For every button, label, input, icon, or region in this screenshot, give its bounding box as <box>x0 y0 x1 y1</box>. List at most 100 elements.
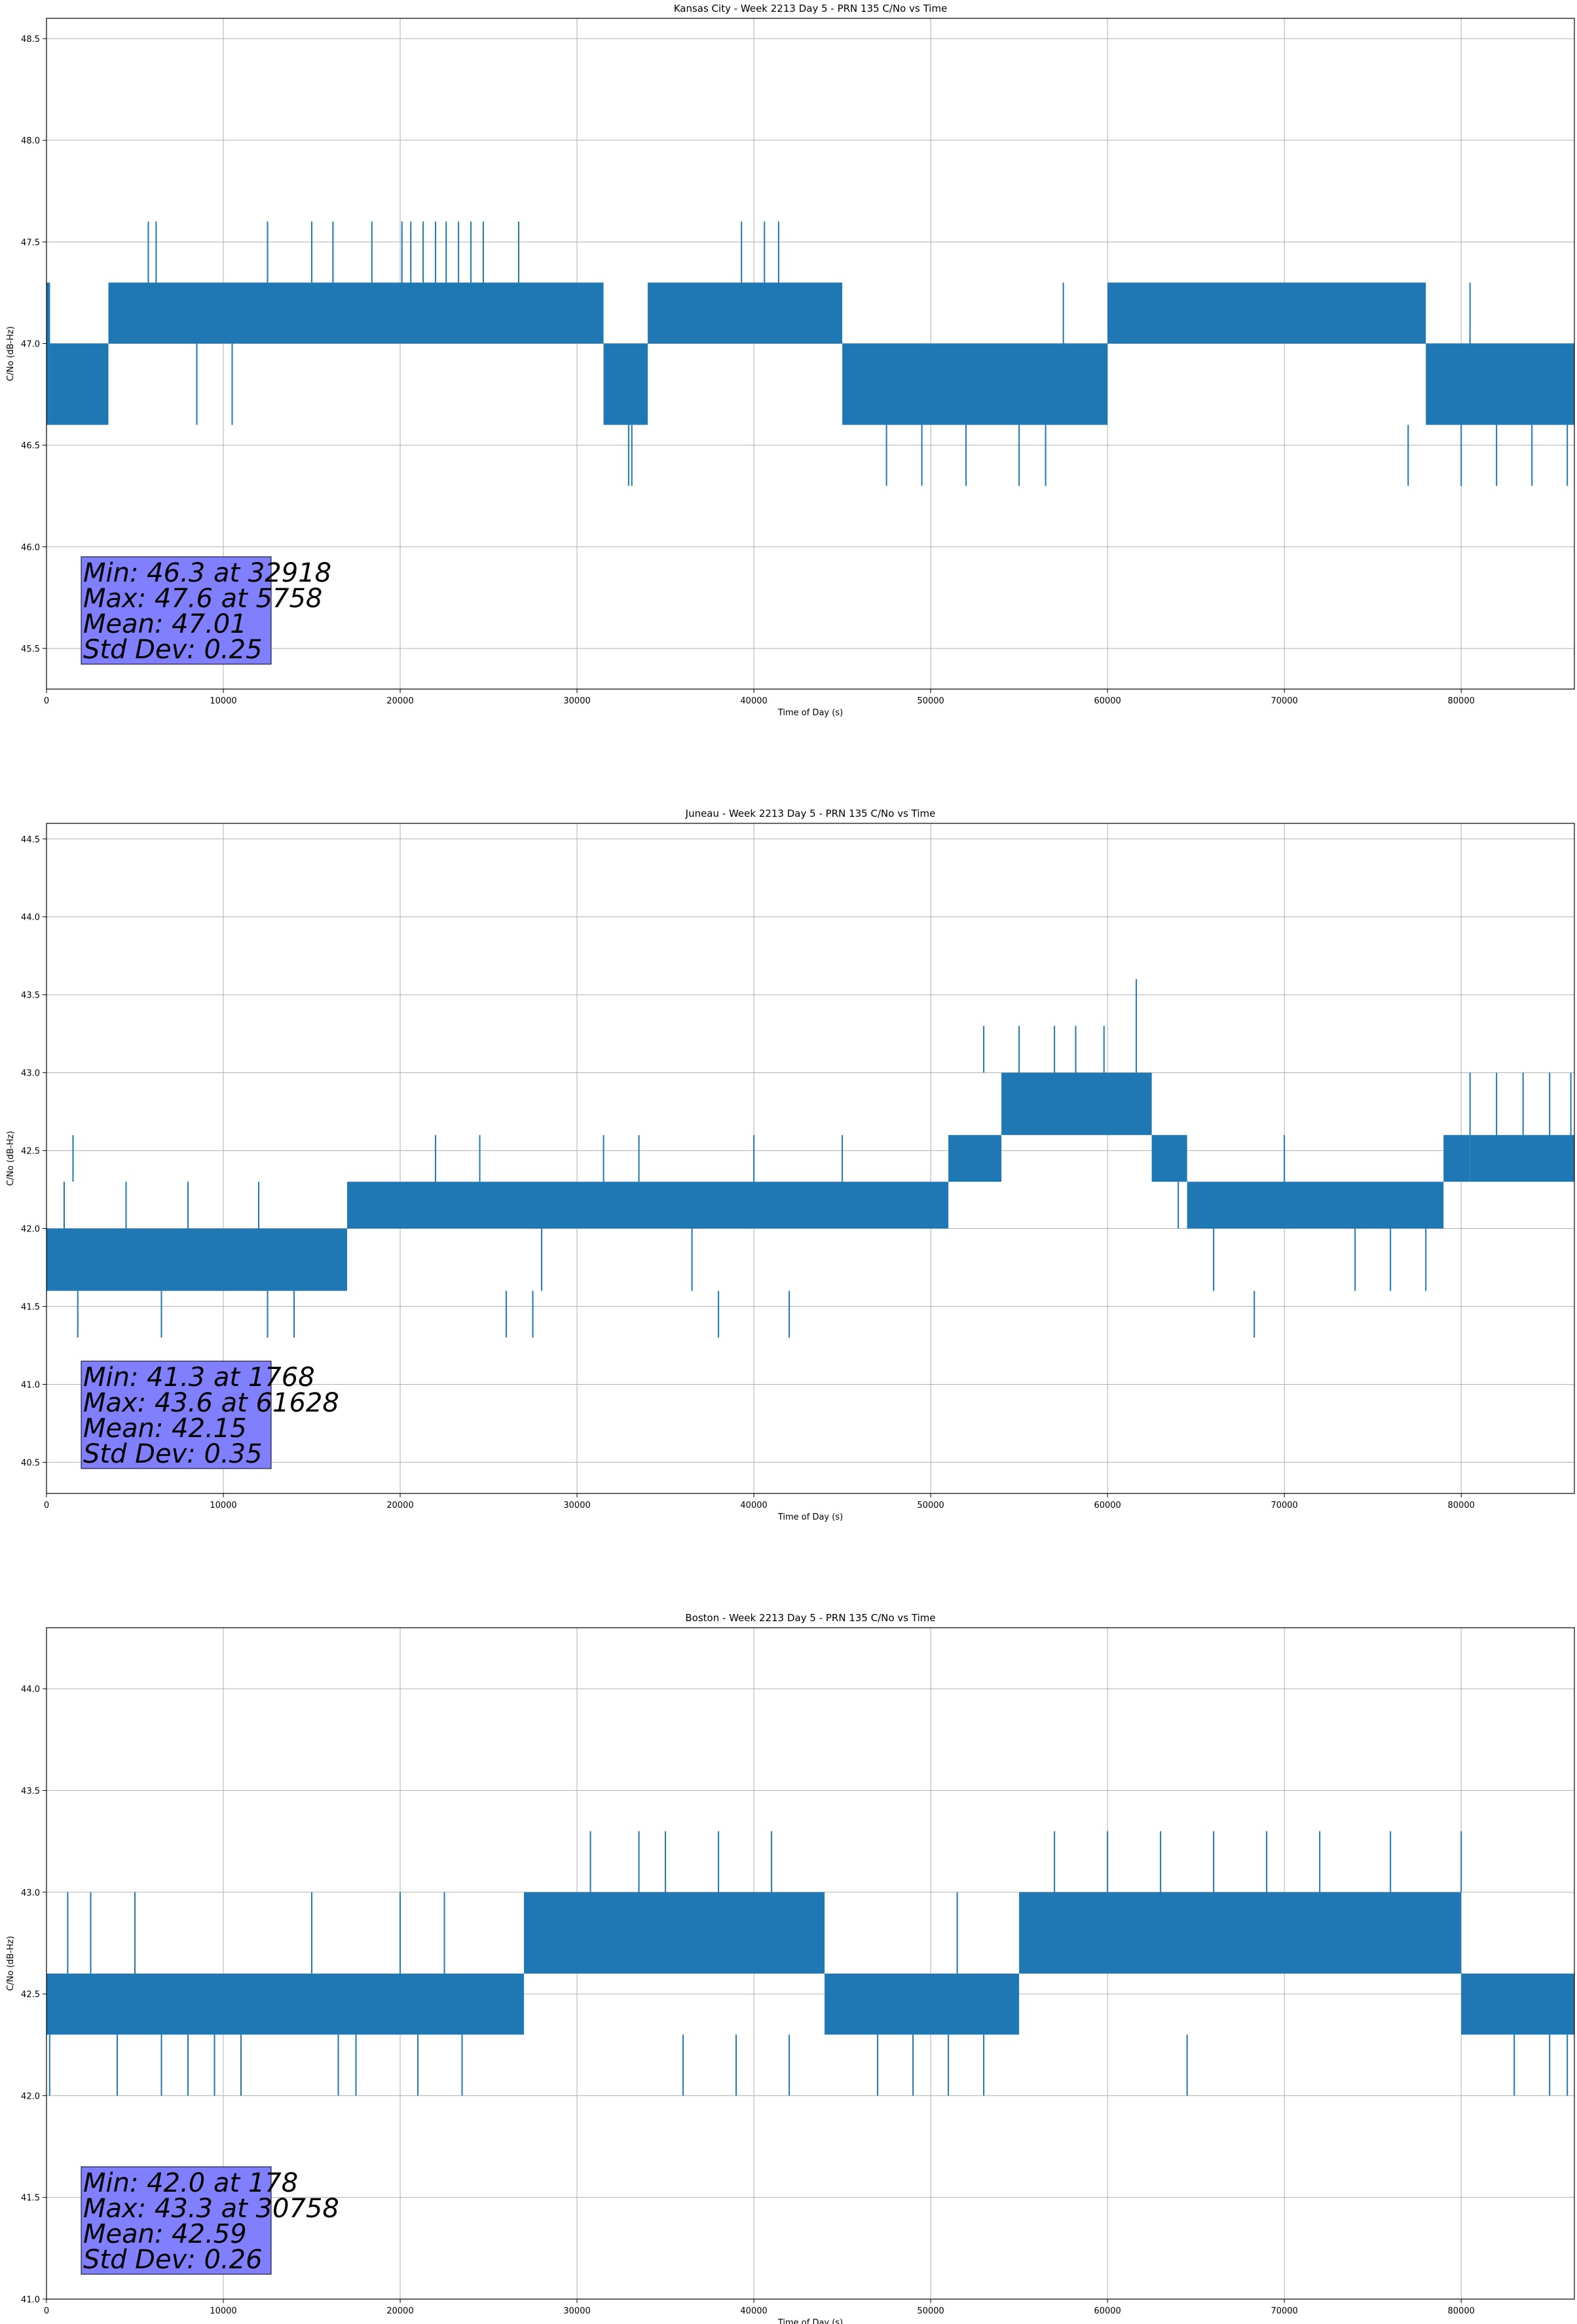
y-tick-label: 40.5 <box>21 1458 40 1468</box>
stats-mean: Mean: 42.15 <box>83 1414 247 1444</box>
x-tick-label: 30000 <box>563 696 590 706</box>
chart-title: Kansas City - Week 2213 Day 5 - PRN 135 … <box>674 3 948 14</box>
cno-series <box>46 979 1574 1338</box>
x-tick-label: 20000 <box>386 696 413 706</box>
x-tick-label: 10000 <box>210 1501 236 1510</box>
cno-series <box>46 221 1574 486</box>
y-tick-label: 44.5 <box>21 835 40 845</box>
x-tick-label: 40000 <box>740 1501 767 1510</box>
x-tick-label: 0 <box>44 2306 49 2316</box>
stats-box: Min: 42.0 at 178 Max: 43.3 at 30758 Mean… <box>81 2166 339 2275</box>
x-axis-label: Time of Day (s) <box>777 708 843 718</box>
plot-frame <box>46 18 1575 690</box>
y-tick-label: 42.0 <box>21 2091 40 2101</box>
plot-frame <box>46 1627 1575 2300</box>
y-tick-label: 45.5 <box>21 645 40 654</box>
series-band <box>825 1974 1020 2035</box>
stats-box-background <box>81 2166 272 2275</box>
x-tick-label: 0 <box>44 1501 49 1510</box>
series-band <box>46 282 50 425</box>
y-tick-label: 44.0 <box>21 1685 40 1695</box>
plot-frame <box>46 823 1575 1494</box>
stats-box-background <box>81 556 272 665</box>
series-band <box>1001 1072 1152 1135</box>
stats-max: Max: 47.6 at 5758 <box>83 584 322 614</box>
series-band <box>648 282 843 344</box>
chart-kansas-city: Kansas City - Week 2213 Day 5 - PRN 135 … <box>6 3 1575 718</box>
x-tick-label: 50000 <box>917 1501 944 1510</box>
x-tick-label: 80000 <box>1448 696 1475 706</box>
x-tick-label: 60000 <box>1094 2306 1121 2316</box>
x-tick-label: 60000 <box>1094 1501 1121 1510</box>
series-band <box>1107 282 1426 344</box>
series-band <box>1461 1974 1574 2035</box>
series-band <box>1443 1134 1470 1182</box>
y-tick-label: 43.5 <box>21 1786 40 1796</box>
x-tick-label: 20000 <box>386 1501 413 1510</box>
y-tick-label: 41.5 <box>21 2194 40 2203</box>
stats-box-background <box>81 1360 272 1469</box>
series-band <box>948 1134 1002 1182</box>
y-tick-label: 44.0 <box>21 913 40 923</box>
x-tick-label: 50000 <box>917 2306 944 2316</box>
y-tick-label: 47.5 <box>21 238 40 248</box>
y-tick-label: 48.5 <box>21 35 40 45</box>
stats-stddev: Std Dev: 0.26 <box>83 2245 263 2275</box>
y-tick-label: 42.5 <box>21 1990 40 2000</box>
y-tick-label: 43.0 <box>21 1069 40 1079</box>
y-tick-label: 46.0 <box>21 543 40 553</box>
series-band <box>1019 1892 1462 1974</box>
y-tick-label: 42.5 <box>21 1147 40 1157</box>
y-axis-label: C/No (dB-Hz) <box>6 326 16 381</box>
chart-title: Juneau - Week 2213 Day 5 - PRN 135 C/No … <box>685 808 936 819</box>
y-tick-label: 42.0 <box>21 1225 40 1235</box>
x-axis-label: Time of Day (s) <box>777 2318 843 2324</box>
y-tick-label: 41.0 <box>21 2295 40 2305</box>
series-band <box>50 343 109 425</box>
series-band <box>1151 1134 1187 1182</box>
stats-mean: Mean: 47.01 <box>83 609 247 639</box>
x-tick-label: 40000 <box>740 2306 767 2316</box>
x-tick-label: 80000 <box>1448 2306 1475 2316</box>
chart-boston: Boston - Week 2213 Day 5 - PRN 135 C/No … <box>6 1612 1575 2324</box>
y-tick-label: 46.5 <box>21 441 40 451</box>
series-band <box>842 343 1108 425</box>
series-band <box>46 1974 525 2035</box>
y-axis-label: C/No (dB-Hz) <box>6 1936 16 1991</box>
y-tick-label: 41.0 <box>21 1380 40 1390</box>
x-axis-label: Time of Day (s) <box>777 1512 843 1522</box>
y-axis-label: C/No (dB-Hz) <box>6 1131 16 1186</box>
chart-title: Boston - Week 2213 Day 5 - PRN 135 C/No … <box>685 1612 935 1624</box>
y-tick-label: 47.0 <box>21 339 40 349</box>
stats-min: Min: 42.0 at 178 <box>83 2168 298 2198</box>
x-tick-label: 70000 <box>1271 2306 1297 2316</box>
y-tick-label: 43.0 <box>21 1888 40 1898</box>
x-tick-label: 10000 <box>210 2306 236 2316</box>
stats-box: Min: 41.3 at 1768 Max: 43.6 at 61628 Mea… <box>81 1360 339 1469</box>
series-band <box>1187 1182 1444 1229</box>
series-band <box>347 1182 949 1229</box>
cno-series <box>46 1831 1574 2096</box>
stats-stddev: Std Dev: 0.25 <box>83 635 263 665</box>
x-tick-label: 70000 <box>1271 1501 1297 1510</box>
stats-max: Max: 43.3 at 30758 <box>83 2194 339 2224</box>
stats-min: Min: 41.3 at 1768 <box>83 1362 315 1393</box>
x-tick-label: 50000 <box>917 696 944 706</box>
series-band <box>1470 1134 1574 1182</box>
x-tick-label: 0 <box>44 696 49 706</box>
x-tick-label: 20000 <box>386 2306 413 2316</box>
series-band <box>603 343 648 425</box>
y-tick-label: 48.0 <box>21 136 40 146</box>
series-band <box>46 1228 348 1291</box>
x-tick-label: 30000 <box>563 1501 590 1510</box>
x-tick-label: 60000 <box>1094 696 1121 706</box>
x-tick-label: 10000 <box>210 696 236 706</box>
x-tick-label: 40000 <box>740 696 767 706</box>
y-tick-label: 43.5 <box>21 991 40 1001</box>
stats-mean: Mean: 42.59 <box>83 2219 247 2249</box>
series-band <box>312 282 604 344</box>
stats-box: Min: 46.3 at 32918 Max: 47.6 at 5758 Mea… <box>81 556 331 665</box>
x-tick-label: 30000 <box>563 2306 590 2316</box>
series-band <box>1426 343 1574 425</box>
